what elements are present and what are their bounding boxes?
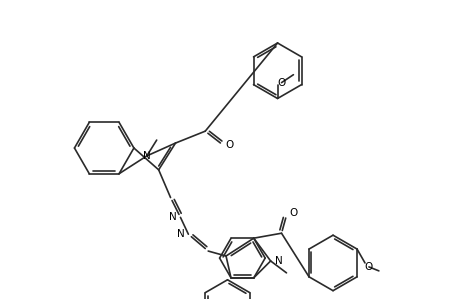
- Text: N: N: [274, 256, 282, 266]
- Text: O: O: [289, 208, 297, 218]
- Text: N: N: [168, 212, 176, 222]
- Text: N: N: [143, 151, 151, 161]
- Text: N: N: [176, 229, 184, 239]
- Text: O: O: [277, 78, 285, 88]
- Text: O: O: [364, 262, 372, 272]
- Text: O: O: [225, 140, 234, 150]
